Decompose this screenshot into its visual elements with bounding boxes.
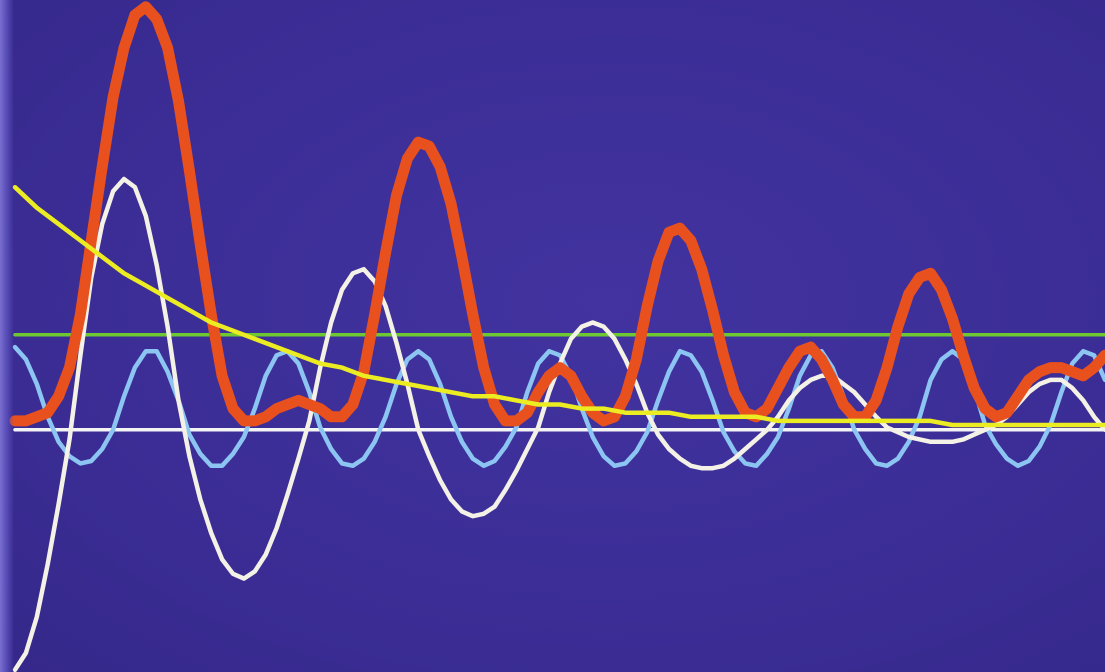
series-layer (9, 1, 1105, 672)
series-line-4 (12, 184, 1105, 428)
left-edge-shading (0, 0, 14, 672)
series-line-3 (12, 344, 1105, 469)
series-line-1 (9, 1, 1105, 427)
